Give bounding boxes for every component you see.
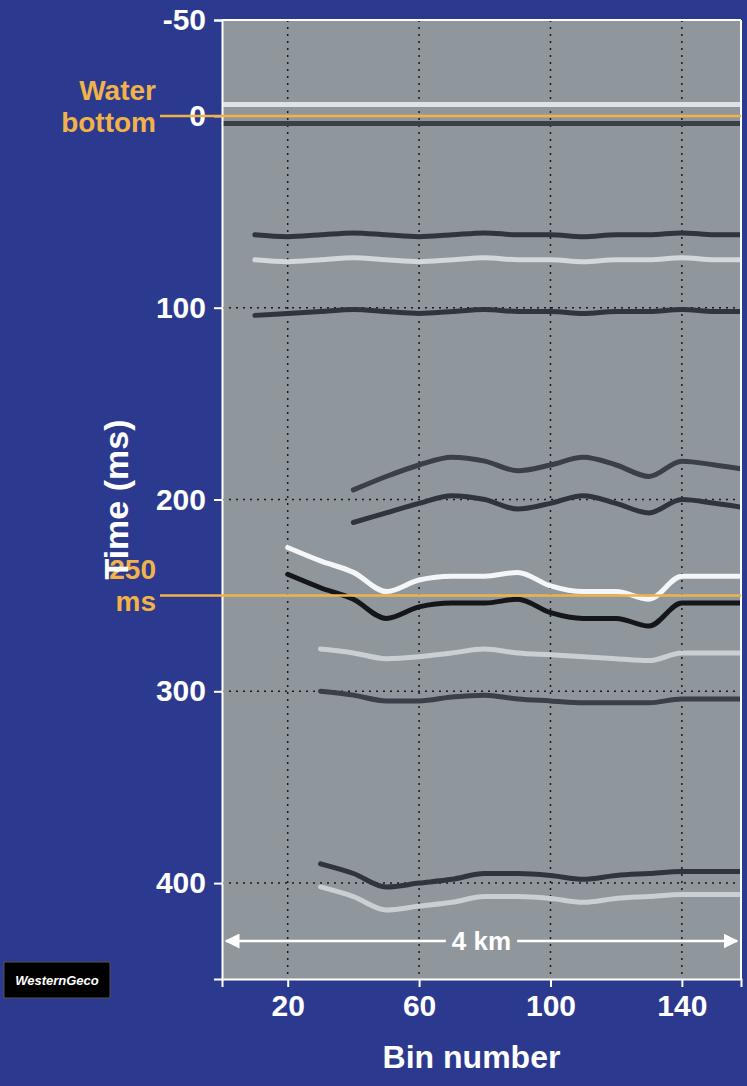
- horizon-line: [255, 258, 741, 262]
- scale-bar-patch: [446, 926, 517, 956]
- grid: [222, 20, 741, 979]
- horizon-line: [353, 457, 741, 490]
- tick-label: 100: [526, 989, 576, 1022]
- marks: [222, 104, 741, 910]
- plot-background: [222, 20, 741, 979]
- tick-label: 100: [156, 291, 206, 324]
- annotation-line: [160, 115, 741, 118]
- tick: 200: [156, 483, 222, 516]
- x-axis-title: Bin number: [383, 1039, 561, 1075]
- tick: 140: [657, 979, 707, 1022]
- horizon-line: [321, 691, 741, 703]
- tick-mark: [419, 979, 421, 987]
- logo-text: WesternGeco: [15, 973, 99, 988]
- axis-line: [214, 21, 223, 980]
- horizon-line: [222, 102, 741, 107]
- chart-container: 2060100140-500100200300400Waterbottom250…: [0, 0, 747, 1086]
- chart-svg: 2060100140-500100200300400Waterbottom250…: [0, 0, 747, 1086]
- plot: 2060100140-500100200300400: [156, 3, 742, 1022]
- tick-label: -50: [163, 3, 206, 36]
- x-axis: 20 60 100 140: [223, 979, 742, 1022]
- annotation-line-text: ms: [116, 586, 156, 617]
- grid-line-y: [222, 691, 741, 693]
- horizon-line: [321, 649, 741, 661]
- horizon-line: [255, 233, 741, 237]
- tick: 100: [526, 979, 576, 1022]
- tick: -50: [163, 3, 222, 36]
- horizon-line: [288, 547, 741, 599]
- tick: 100: [156, 291, 222, 324]
- tick-mark: [214, 691, 222, 693]
- tick: 300: [156, 674, 222, 707]
- horizon-line: [321, 887, 741, 910]
- annotation-line-text: bottom: [61, 107, 156, 138]
- tick-mark: [214, 883, 222, 885]
- tick-mark: [550, 979, 552, 987]
- annotation-label: Waterbottom: [61, 75, 156, 138]
- grid-line-x: [287, 20, 289, 979]
- tick-mark: [681, 979, 683, 987]
- tick-label: 300: [156, 674, 206, 707]
- horizon-line: [321, 864, 741, 887]
- tick-mark: [214, 307, 222, 309]
- annotation-line-text: Water: [79, 75, 156, 106]
- horizon-line: [222, 121, 741, 126]
- horizon-line: [353, 496, 741, 523]
- frame-top: [222, 19, 741, 21]
- tick-mark: [214, 499, 222, 501]
- tick: 400: [156, 866, 222, 899]
- tick-mark: [214, 20, 222, 22]
- scale-bar-label: 4 km: [452, 926, 511, 956]
- tick-label: 140: [657, 989, 707, 1022]
- tick: 20: [272, 979, 305, 1022]
- tick-label: 20: [272, 989, 305, 1022]
- axis-line: [223, 980, 742, 988]
- tick: 60: [403, 979, 436, 1022]
- tick-label: 60: [403, 989, 436, 1022]
- tick-label: 200: [156, 483, 206, 516]
- horizon-line: [288, 574, 741, 626]
- grid-line-y: [222, 882, 741, 884]
- annotation-line: [160, 594, 741, 597]
- y-axis-title: Time (ms): [97, 420, 135, 580]
- tick-label: 400: [156, 866, 206, 899]
- y-axis: -500100200300400: [156, 3, 223, 979]
- horizon-line: [255, 310, 741, 316]
- logo-box: [4, 962, 110, 998]
- grid-line-y: [222, 19, 741, 21]
- frame-right: [740, 20, 742, 979]
- tick-mark: [287, 979, 289, 987]
